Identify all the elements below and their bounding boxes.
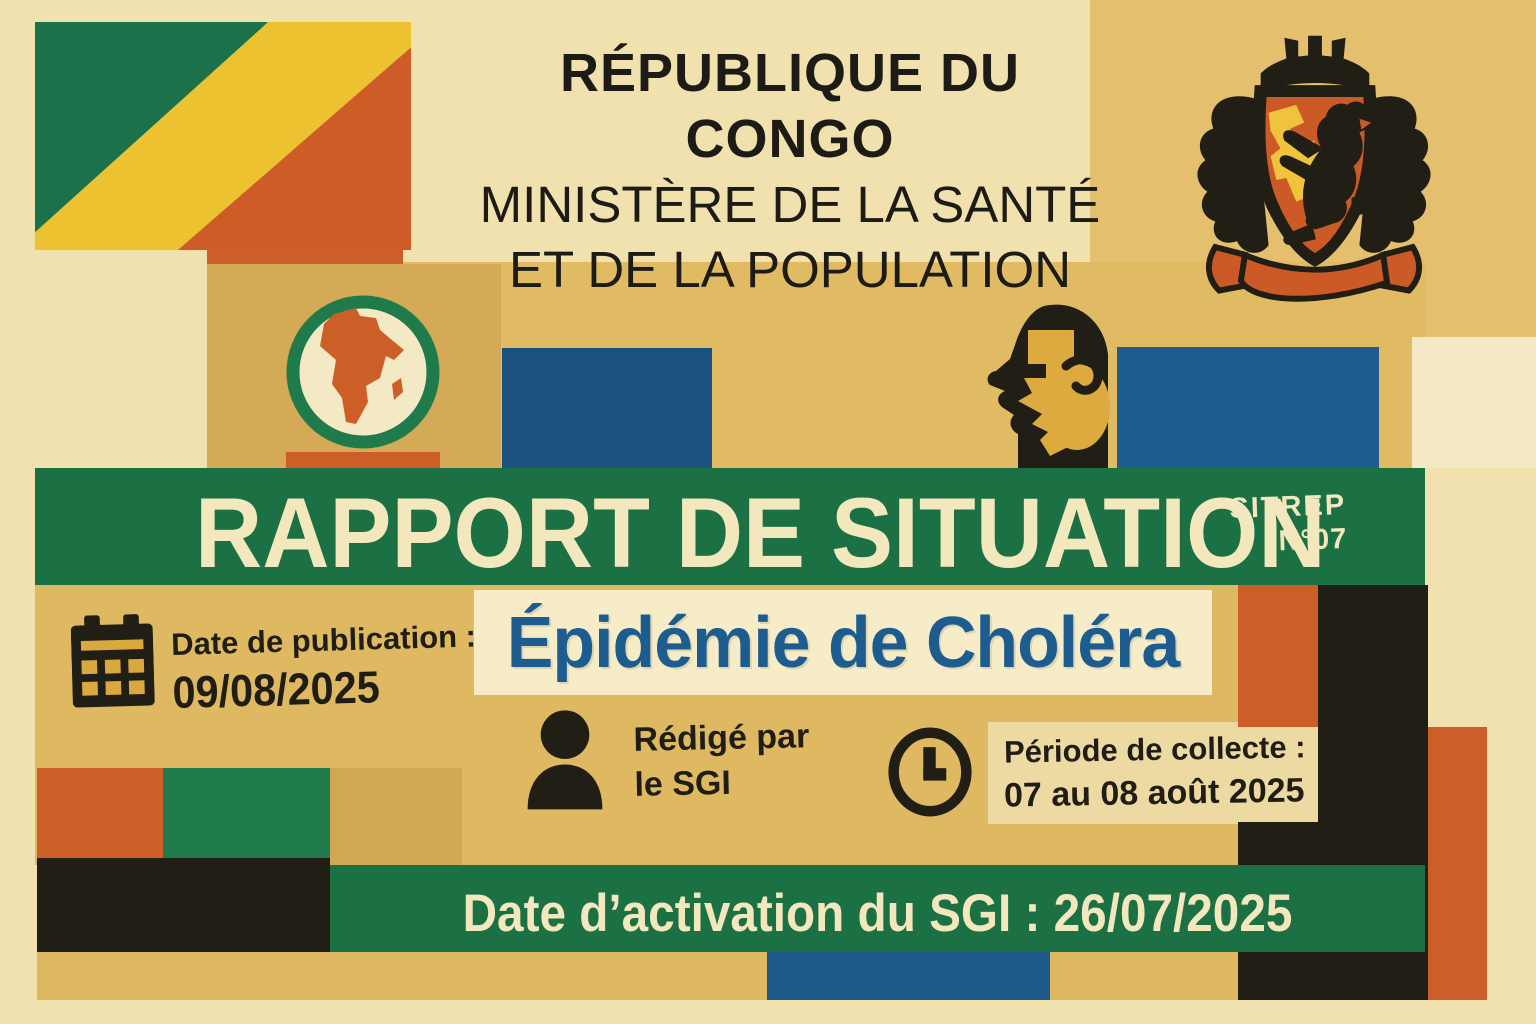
activation-text: Date d’activation du SGI : 26/07/2025 <box>462 884 1293 943</box>
profile-head-illustration <box>987 304 1110 468</box>
blue-block-right <box>1117 347 1379 468</box>
sitrep-badge: SITREP N°07 <box>1229 488 1348 560</box>
calendar-icon <box>70 614 155 708</box>
person-icon <box>527 710 603 810</box>
poster-title: RAPPORT DE SITUATION <box>195 477 1326 588</box>
collection-period-label: Période de collecte : <box>1003 729 1306 770</box>
subject-band: Épidémie de Choléra <box>474 590 1212 695</box>
publication-block: Date de publication : 09/08/2025 <box>68 594 488 718</box>
author-line1: Rédigé par <box>633 717 810 759</box>
african-union-emblem <box>286 295 440 468</box>
collection-period-panel: Période de collecte : 07 au 08 août 2025 <box>988 722 1340 824</box>
sitrep-number: N°07 <box>1278 522 1349 558</box>
author-line2: le SGI <box>634 763 732 804</box>
blue-block-left <box>502 348 712 468</box>
bottom-gold-strip-left <box>37 952 767 1000</box>
orange-square <box>37 768 163 858</box>
green-square <box>163 768 330 858</box>
orange-column-upper <box>1238 585 1318 727</box>
black-square <box>37 858 330 952</box>
bottom-gold-strip-right <box>1050 952 1238 1000</box>
cream-column-right <box>1412 337 1536 468</box>
clock-icon <box>888 727 972 817</box>
sitrep-label: SITREP <box>1229 488 1347 526</box>
bottom-blue-block <box>767 952 1050 1000</box>
ministry-header-line3: ET DE LA POPULATION <box>508 241 1072 298</box>
orange-column-lower <box>1428 727 1487 1000</box>
author-block: Rédigé par le SGI <box>633 714 811 808</box>
subject-title: Épidémie de Choléra <box>506 603 1180 683</box>
dark-tan-strip <box>330 768 462 865</box>
ministry-header: RÉPUBLIQUE DU CONGO MINISTÈRE DE LA SANT… <box>455 40 1125 302</box>
ministry-header-line1: RÉPUBLIQUE DU CONGO <box>559 43 1021 169</box>
ministry-header-line2: MINISTÈRE DE LA SANTÉ <box>479 176 1101 233</box>
activation-banner: Date d’activation du SGI : 26/07/2025 <box>330 865 1425 952</box>
publication-date: 09/08/2025 <box>171 661 381 718</box>
congo-coat-of-arms <box>1197 35 1431 302</box>
congo-flag <box>35 22 411 250</box>
collection-period-value: 07 au 08 août 2025 <box>1003 771 1305 815</box>
title-banner: RAPPORT DE SITUATION SITREP N°07 <box>35 468 1425 588</box>
orange-strip-under-flag <box>207 248 403 265</box>
